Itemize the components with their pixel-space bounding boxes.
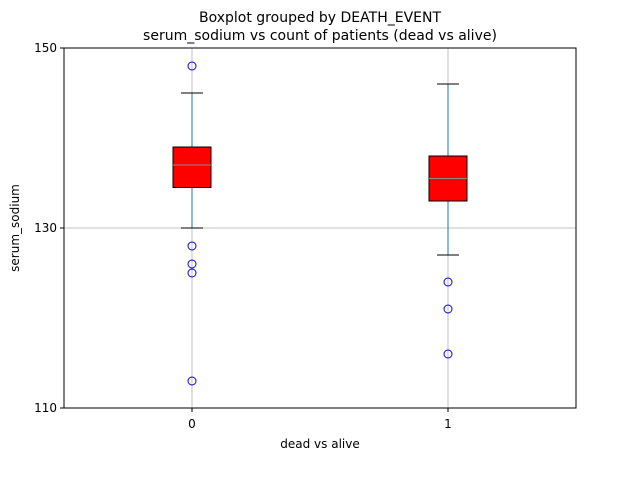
- y-tick-label: 150: [34, 41, 57, 55]
- y-tick-label: 110: [34, 401, 57, 415]
- y-axis-label: serum_sodium: [8, 184, 22, 272]
- chart-title: Boxplot grouped by DEATH_EVENT: [199, 10, 441, 26]
- y-tick-label: 130: [34, 221, 57, 235]
- outlier-point: [443, 349, 453, 359]
- chart-subtitle: serum_sodium vs count of patients (dead …: [143, 28, 497, 44]
- box-layer: [172, 61, 468, 386]
- outlier-point: [187, 259, 197, 269]
- x-tick-label: 1: [444, 417, 452, 431]
- axis-layer: 110 130 150 0 1: [34, 41, 577, 431]
- outlier-point: [187, 268, 197, 278]
- outlier-point: [187, 241, 197, 251]
- outlier-point: [187, 376, 197, 386]
- outlier-point: [187, 61, 197, 71]
- outlier-point: [443, 277, 453, 287]
- x-tick-label: 0: [188, 417, 196, 431]
- box-iqr: [172, 146, 212, 188]
- outlier-point: [443, 304, 453, 314]
- x-axis-label: dead vs alive: [280, 437, 359, 451]
